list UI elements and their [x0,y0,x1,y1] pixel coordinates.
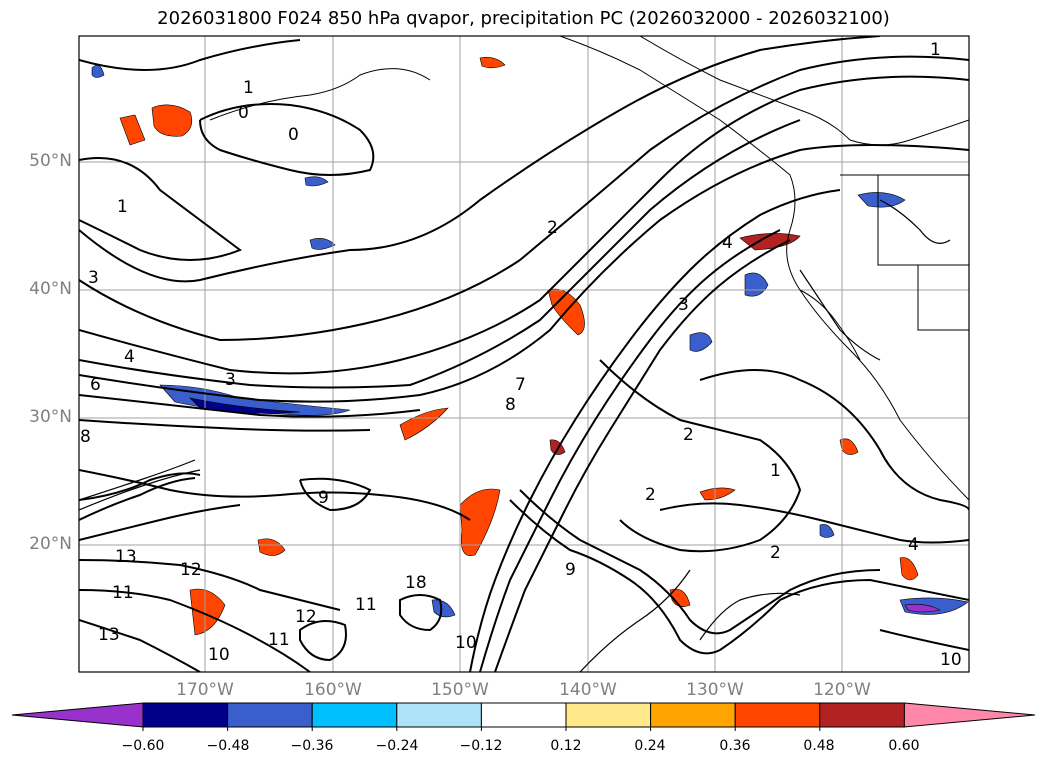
contour-label: 10 [940,650,962,670]
colorbar-tick-label: −0.24 [375,738,419,754]
contour-label: 13 [98,625,120,645]
colorbar-tick-label: −0.36 [290,738,334,754]
colorbar-tick-label: 0.36 [719,738,751,754]
precip-blob-positive [669,588,691,607]
lon-label: 170°W [176,680,234,700]
contour-label: 0 [288,125,299,145]
contour-label: 7 [515,375,526,395]
colorbar-tick-label: −0.48 [206,738,250,754]
precip-blob-positive [739,233,801,251]
contour-label: 0 [238,103,249,123]
precip-blob-negative [91,64,105,78]
map-title: 2026031800 F024 850 hPa qvapor, precipit… [157,8,890,29]
lon-label: 160°W [304,680,362,700]
contour-label: 10 [455,633,477,653]
lon-label: 150°W [431,680,489,700]
precip-blob-negative [431,599,456,618]
precip-blob-negative [904,603,941,613]
contour-label: 4 [908,535,919,555]
precip-blob-negative [819,524,835,538]
colorbar-segment [311,702,398,728]
contour-label: 3 [88,268,99,288]
colorbar-tick-label: 0.60 [888,738,920,754]
precip-blob-positive [899,557,919,581]
precip-blob-negative [857,192,906,208]
precip-blob-positive [119,114,146,146]
precip-blob-positive [189,588,226,636]
contour-label: 9 [565,560,576,580]
coastlines [209,36,969,501]
contour-label: 18 [405,573,427,593]
colorbar-tick-label: −0.12 [459,738,503,754]
colorbar-tick-label: 0.48 [803,738,835,754]
contour-label: 2 [547,218,558,238]
lon-label: 140°W [559,680,617,700]
contour-label: 12 [180,560,202,580]
graticule [79,36,969,672]
precip-blob-positive [839,438,859,455]
contour-label: 1 [243,78,254,98]
precip-blob-positive [257,538,286,556]
contour-label: 3 [678,295,689,315]
contour-label: 11 [355,595,377,615]
map-frame [78,35,970,673]
contour-label: 13 [115,547,137,567]
precip-blob-positive [699,487,736,501]
colorbar-segment [396,702,482,728]
contour-label: 1 [770,461,781,481]
precip-blob-negative [309,238,336,250]
contour-label: 2 [683,425,694,445]
contour-label: 1 [117,197,128,217]
precip-blob-negative [689,332,713,352]
colorbar-segment [734,702,821,728]
lat-label: 20°N [29,534,72,554]
contour-labels: 1 0 1 0 1 3 4 6 3 8 2 3 4 7 8 2 1 2 2 9 … [80,40,962,670]
contour-label: 11 [268,630,290,650]
lon-label: 130°W [686,680,744,700]
lon-label: 120°W [813,680,871,700]
contour-label: 6 [90,375,101,395]
colorbar-extend-min [11,702,144,728]
contour-label: 11 [112,583,134,603]
lat-label: 40°N [29,279,72,299]
precip-blob-positive [151,104,193,137]
contour-label: 3 [225,370,236,390]
colorbar-segment [565,702,652,728]
contour-label: 1 [930,40,941,60]
contour-label: 2 [770,543,781,563]
colorbar-segment [142,702,229,728]
colorbar-segment [819,702,905,728]
lat-label: 50°N [29,151,72,171]
colorbar-tick-label: 0.12 [550,738,582,754]
contour-label: 2 [645,485,656,505]
precip-blob-negative [304,176,329,187]
colorbar [11,702,1036,731]
colorbar-tick-label: 0.24 [634,738,666,754]
contour-label: 4 [722,233,733,253]
colorbar-segment [650,702,736,728]
contour-label: 9 [318,488,329,508]
colorbar-segment [227,702,313,728]
contour-label: 12 [295,607,317,627]
colorbar-extend-max [903,702,1036,728]
contour-label: 10 [208,645,230,665]
contour-label: 4 [124,347,135,367]
qvapor-contours-thin [79,199,951,672]
contour-label: 8 [80,427,91,447]
precip-blob-negative [744,272,769,297]
precip-blob-positive [479,57,506,69]
precip-blob-positive [399,407,449,441]
contour-label: 8 [505,395,516,415]
colorbar-segment [480,702,567,728]
qvapor-contours [79,36,969,672]
precip-blob-positive [459,488,501,557]
lat-label: 30°N [29,407,72,427]
colorbar-tick-label: −0.60 [121,738,165,754]
